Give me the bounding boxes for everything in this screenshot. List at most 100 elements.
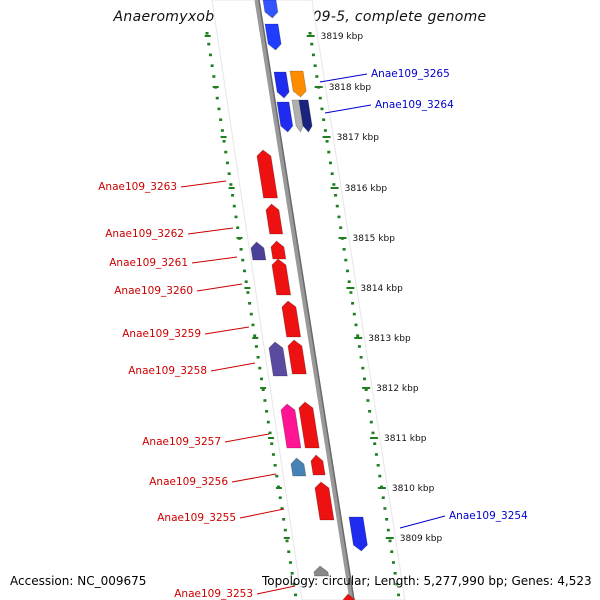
ruler-right-dot	[380, 485, 384, 489]
gene-leader-line	[231, 473, 277, 483]
ruler-right-dot	[357, 345, 361, 348]
ruler-left-dot	[288, 561, 292, 564]
ruler-left-dot	[283, 528, 287, 532]
gene-arrow	[298, 401, 320, 449]
ruler-left-dot	[277, 485, 281, 489]
ruler-left-dot	[244, 280, 248, 283]
gene-label: Anae109_3255	[157, 512, 236, 524]
ruler-right-dot	[352, 312, 356, 316]
ruler-left-dot	[275, 474, 279, 478]
ruler-right-dot	[311, 53, 315, 57]
ruler-left-dot	[232, 204, 236, 208]
ruler-left-dot	[217, 107, 221, 111]
gene-arrow	[270, 240, 287, 260]
ruler-right-dot	[356, 334, 360, 337]
ruler-left-dot	[271, 453, 275, 456]
ruler-right-dot	[369, 420, 373, 424]
ruler-right-dot	[395, 582, 399, 586]
ruler-tick-label: 3818 kbp	[329, 83, 372, 93]
gene-arrow	[313, 565, 330, 577]
ruler-left-dot	[222, 140, 226, 143]
gene-arrow	[268, 341, 288, 377]
ruler-right-dot	[313, 64, 317, 67]
ruler-left-dot	[227, 172, 231, 175]
ruler-left-dot	[251, 323, 255, 327]
ruler-left-dot	[285, 539, 289, 543]
ruler-right-dot	[334, 194, 338, 197]
ruler-right-dot	[361, 366, 365, 370]
ruler-right-dot	[359, 356, 363, 359]
ruler-tick-label: 3810 kbp	[392, 484, 435, 494]
ruler-right-dot	[332, 183, 336, 186]
gene-arrow	[310, 454, 326, 476]
ruler-tick-label: 3812 kbp	[376, 384, 419, 394]
ruler-left-dot	[256, 356, 260, 359]
ruler-left-dot	[236, 226, 240, 229]
gene-arrow	[289, 70, 307, 98]
ruler-right-dot	[374, 453, 378, 456]
ruler-left-dot	[224, 150, 228, 154]
gene-arrow	[280, 403, 302, 449]
ruler-right-dot	[337, 215, 341, 219]
ruler-tick-label: 3811 kbp	[384, 434, 427, 444]
gene-arrow	[298, 99, 313, 133]
ruler-right-dot	[347, 280, 351, 283]
gene-leader-line	[324, 104, 372, 114]
gene-label: Anae109_3265	[371, 68, 450, 80]
ruler-right-dot	[368, 410, 372, 413]
ruler-left-dot	[220, 129, 224, 132]
gene-label: Anae109_3257	[142, 436, 221, 448]
gene-leader-line	[196, 283, 243, 292]
ruler-tick-label: 3815 kbp	[353, 234, 396, 244]
ruler-left-dot	[292, 582, 296, 586]
gene-label: Anae109_3254	[449, 510, 528, 522]
ruler-left-dot	[239, 248, 243, 251]
ruler-left-dot	[263, 399, 267, 402]
gene-arrow	[265, 203, 284, 235]
ruler-left-dot	[261, 388, 265, 391]
ruler-left-dot	[260, 377, 264, 381]
ruler-right-dot	[363, 377, 367, 381]
gene-leader-line	[210, 362, 256, 372]
ruler-right-dot	[320, 107, 324, 111]
gene-arrow	[342, 593, 356, 600]
ruler-right-dot	[351, 302, 355, 305]
ruler-left-dot	[231, 194, 235, 197]
ruler-right-dot	[308, 32, 312, 35]
ruler-left-dot	[258, 366, 262, 370]
ruler-right-dot	[373, 442, 377, 445]
ruler-right-dot	[381, 496, 385, 499]
gene-arrow	[271, 258, 292, 296]
gene-label: Anae109_3258	[128, 365, 207, 377]
ruler-right-dot	[354, 323, 358, 327]
ruler-right-dot	[391, 561, 395, 564]
ruler-right-dot	[345, 269, 349, 273]
ruler-right-dot	[328, 161, 332, 165]
ruler-left-dot	[205, 32, 209, 35]
ruler-left-dot	[266, 420, 270, 424]
ruler-right-dot	[371, 431, 375, 435]
ruler-tick-label: 3814 kbp	[360, 284, 403, 294]
ruler-right-dot	[330, 172, 334, 175]
ruler-right-dot	[383, 507, 387, 510]
ruler-right-dot	[349, 291, 353, 294]
ruler-left-dot	[254, 345, 258, 348]
gene-leader-line	[319, 73, 368, 83]
map-band	[211, 0, 406, 600]
gene-arrow	[262, 0, 279, 19]
ruler-left-dot	[248, 302, 252, 305]
gene-arrow	[290, 457, 307, 477]
gene-leader-line	[191, 256, 238, 264]
ruler-left-dot	[268, 431, 272, 435]
gene-label: Anae109_3259	[122, 328, 201, 340]
ruler-right-dot	[393, 572, 397, 575]
ruler-right-dot	[388, 539, 392, 543]
gene-label: Anae109_3263	[98, 181, 177, 193]
topology-text: Topology: circular; Length: 5,277,990 bp…	[262, 574, 592, 588]
ruler-left-dot	[229, 183, 233, 186]
ruler-right-dot	[327, 150, 331, 154]
ruler-tick-label: 3819 kbp	[321, 32, 364, 42]
ruler-right-dot	[385, 518, 389, 521]
gene-leader-line	[204, 326, 250, 335]
